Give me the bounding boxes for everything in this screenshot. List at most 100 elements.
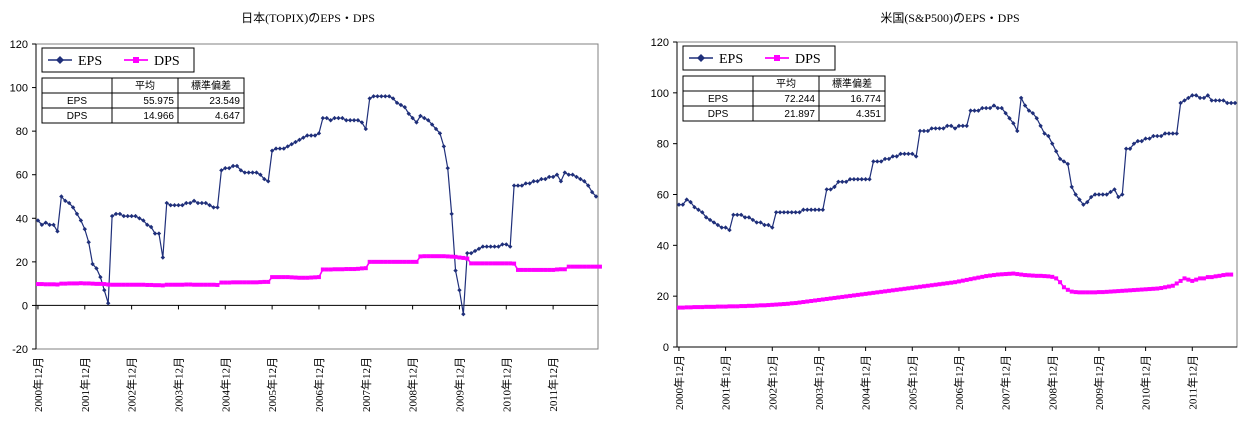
data-point-dps (848, 293, 853, 298)
data-point-dps (515, 267, 520, 272)
data-point-dps (844, 294, 849, 299)
data-point-dps (594, 264, 599, 269)
data-point-dps (1038, 273, 1043, 278)
data-point-dps (816, 297, 821, 302)
data-point-eps (184, 200, 189, 206)
data-point-eps (680, 202, 686, 207)
data-point-eps (441, 144, 447, 149)
data-point-eps (90, 261, 95, 267)
data-point-dps (696, 305, 701, 310)
data-point-dps (1151, 286, 1156, 291)
data-point-dps (223, 280, 228, 285)
data-point-dps (746, 303, 751, 308)
data-point-eps (195, 200, 201, 206)
data-point-dps (414, 259, 419, 264)
data-point-dps (465, 256, 470, 261)
data-point-dps (805, 299, 810, 304)
data-point-eps (301, 135, 306, 140)
data-point-eps (324, 115, 329, 121)
data-point-dps (906, 286, 911, 291)
data-point-dps (1198, 276, 1203, 281)
data-point-dps (469, 261, 474, 266)
data-point-dps (547, 267, 552, 272)
data-point-dps (715, 304, 720, 309)
data-point-eps (35, 218, 41, 223)
data-point-eps (156, 231, 162, 236)
data-point-dps (1096, 290, 1101, 295)
data-point-eps (785, 210, 791, 215)
data-point-eps (465, 250, 470, 256)
data-point-eps (738, 212, 744, 218)
data-point-eps (336, 115, 341, 121)
data-point-eps (770, 225, 775, 230)
data-point-eps (574, 174, 579, 180)
stats-cell: 21.897 (784, 109, 815, 120)
stats-cell: 4.647 (215, 111, 240, 122)
legend-eps-marker (56, 56, 64, 64)
data-point-eps (1085, 199, 1090, 205)
data-point-eps (582, 179, 587, 184)
data-point-dps (574, 264, 579, 269)
data-point-eps (700, 210, 705, 215)
data-point-eps (676, 202, 682, 207)
y-tick-label: 100 (651, 88, 669, 100)
data-point-eps (234, 163, 240, 169)
data-point-eps (972, 108, 977, 113)
data-point-eps (1116, 194, 1121, 200)
data-point-eps (145, 222, 150, 228)
data-point-dps (1217, 273, 1222, 278)
data-point-dps (492, 261, 497, 266)
data-point-dps (739, 304, 744, 309)
data-point-dps (531, 267, 536, 272)
data-point-eps (910, 151, 915, 157)
data-point-dps (348, 267, 353, 272)
data-point-eps (390, 96, 396, 101)
data-point-dps (114, 282, 119, 287)
data-point-eps (117, 211, 123, 217)
data-point-dps (94, 281, 99, 286)
data-point-dps (976, 275, 981, 280)
data-point-dps (410, 259, 415, 264)
chart-title: 米国(S&P500)のEPS・DPS (880, 11, 1019, 25)
data-point-eps (215, 205, 220, 210)
data-point-dps (719, 304, 724, 309)
data-point-eps (492, 244, 497, 249)
data-point-eps (355, 118, 361, 123)
data-point-eps (1127, 146, 1133, 151)
data-point-eps (305, 133, 310, 138)
series-line-eps (37, 95, 597, 315)
data-point-eps (1131, 141, 1137, 146)
y-tick-label: 80 (657, 139, 669, 151)
data-point-eps (500, 242, 505, 247)
data-point-dps (1131, 288, 1136, 293)
data-point-eps (539, 176, 544, 182)
data-point-dps (1135, 287, 1140, 292)
data-point-dps (274, 275, 279, 280)
data-point-dps (750, 303, 755, 308)
y-tick-label: 40 (657, 240, 669, 252)
data-point-eps (137, 216, 142, 221)
data-point-eps (1104, 192, 1109, 197)
data-point-eps (812, 207, 818, 212)
data-point-dps (964, 277, 969, 282)
data-point-eps (684, 197, 689, 202)
data-point-eps (468, 250, 474, 256)
data-point-dps (488, 261, 493, 266)
data-point-dps (289, 275, 294, 280)
data-point-dps (921, 284, 926, 289)
data-point-eps (692, 205, 697, 210)
data-point-eps (731, 212, 736, 218)
y-tick-label: 20 (657, 291, 669, 303)
data-point-eps (816, 207, 822, 212)
series-dps (676, 271, 1234, 310)
data-point-eps (242, 170, 247, 175)
chart-2: 米国(S&P500)のEPS・DPS 0 20 40 60 80 100 120 2000年12… (651, 11, 1238, 410)
data-point-eps (824, 187, 829, 192)
data-point-dps (1003, 272, 1008, 277)
data-point-dps (473, 261, 478, 266)
data-point-eps (1123, 146, 1129, 151)
data-point-dps (250, 280, 255, 285)
data-point-dps (1205, 275, 1210, 280)
data-point-eps (289, 142, 294, 147)
data-point-eps (980, 105, 985, 111)
